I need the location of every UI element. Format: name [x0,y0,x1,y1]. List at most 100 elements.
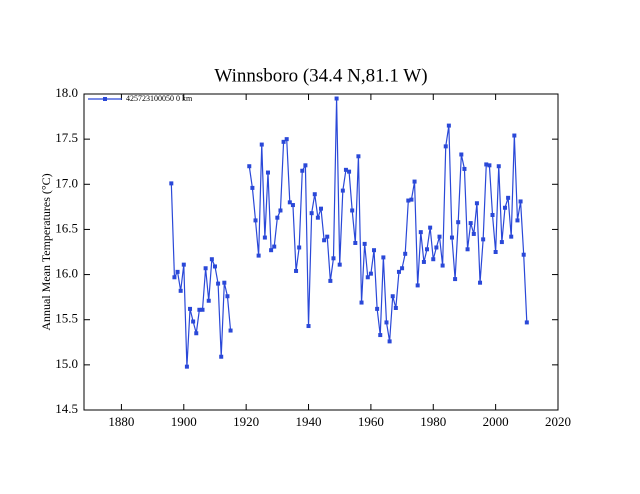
data-point [343,167,348,172]
data-point [250,185,255,190]
data-point [247,164,252,169]
data-point [303,163,308,168]
data-point [437,234,442,239]
data-point [434,245,439,250]
data-point [365,275,370,280]
data-point [306,324,311,329]
data-point [188,306,193,311]
data-point [334,96,339,101]
chart-title: Winnsboro (34.4 N,81.1 W) [214,65,427,86]
data-point [312,192,317,197]
x-tick-label: 1880 [108,414,134,429]
data-point [184,364,189,369]
x-tick-label: 1960 [358,414,384,429]
data-point [169,181,174,186]
data-point [359,300,364,305]
data-point [449,235,454,240]
data-point [194,331,199,336]
data-point [462,166,467,171]
y-tick-label: 17.5 [55,130,78,145]
data-point [512,133,517,138]
y-tick-label: 16.0 [55,266,78,281]
data-point [222,280,227,285]
legend-marker [103,97,107,101]
data-point [206,298,211,303]
data-point [269,248,274,253]
data-point [322,238,327,243]
y-axis-label: Annual Mean Temperatures (°C) [39,173,53,330]
data-point [456,220,461,225]
data-point [181,262,186,267]
data-point [381,255,386,260]
data-point [387,339,392,344]
data-point [294,268,299,273]
data-point [446,123,451,128]
data-point [375,306,380,311]
data-point [453,277,458,282]
data-line [248,98,528,342]
data-point [372,248,377,253]
data-point [421,259,426,264]
y-tick-label: 15.0 [55,356,78,371]
data-point [474,201,479,206]
data-point [200,307,205,312]
data-point [496,164,501,169]
data-point [499,240,504,245]
y-tick-label: 16.5 [55,220,78,235]
data-point [368,271,373,276]
data-point [203,266,208,271]
data-point [337,262,342,267]
data-point [281,139,286,144]
data-point [484,162,489,167]
data-point [175,269,180,274]
data-point [319,206,323,211]
data-point [524,320,529,325]
data-point [406,198,411,203]
data-point [287,200,292,205]
data-point [225,294,230,299]
data-point [509,234,514,239]
data-point [347,169,352,174]
data-point [487,163,492,168]
data-point [400,266,405,271]
data-point [259,142,264,147]
data-point [468,221,473,226]
data-point [300,168,305,173]
data-point [272,244,277,249]
data-point [393,305,398,310]
data-point [415,283,420,288]
data-point [478,280,483,285]
data-point [212,264,217,269]
data-point [396,269,401,274]
data-point [278,208,283,213]
data-point [275,215,280,220]
data-point [356,154,361,159]
legend-label: 425723100050 0 km [126,94,193,103]
data-point [481,237,486,242]
data-point [425,247,430,252]
data-point [216,281,221,286]
data-point [315,215,320,220]
data-point [262,235,267,240]
data-point [459,152,464,157]
data-line [170,183,232,367]
data-point [409,197,414,202]
data-point [172,275,177,280]
data-point [502,205,507,210]
data-point [515,218,520,223]
data-point [493,250,498,254]
data-point [362,241,367,246]
data-point [197,307,202,312]
y-tick-label: 14.5 [55,401,78,416]
x-tick-label: 1940 [296,414,322,429]
data-point [518,199,523,204]
data-point [384,320,389,325]
data-point [297,245,302,250]
data-point [331,256,336,261]
data-point [191,319,196,324]
data-point [253,218,258,223]
data-point [228,328,233,333]
data-point [428,225,433,230]
data-point [465,247,470,252]
